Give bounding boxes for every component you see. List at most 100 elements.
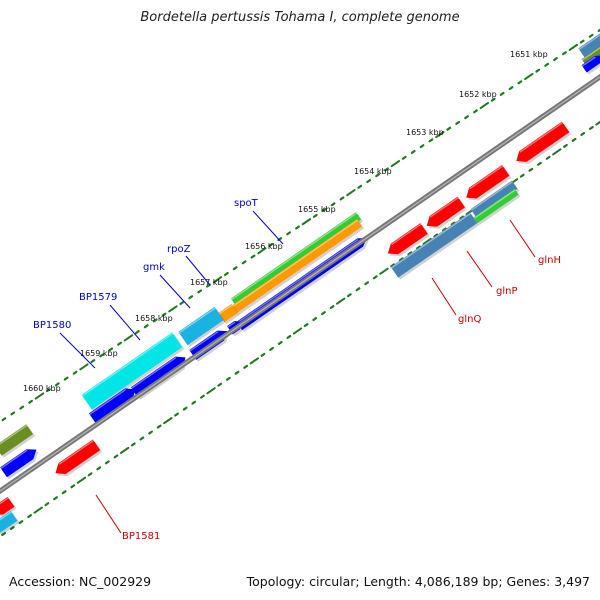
scale-tick-inner — [286, 334, 292, 339]
scale-tick-outer — [19, 405, 25, 410]
gene-rpoZ[interactable] — [218, 303, 240, 325]
scale-tick-inner — [148, 430, 153, 435]
scale-tick-outer — [479, 101, 490, 110]
gene-BP1579[interactable] — [81, 332, 185, 412]
scale-tick-outer — [490, 97, 496, 102]
gene-feature-lightblue-edge[interactable] — [0, 510, 20, 536]
scale-tick-inner — [191, 400, 197, 405]
scale-tick-outer — [90, 359, 96, 364]
scale-tick-outer — [268, 242, 274, 247]
scale-tick-outer — [330, 202, 336, 207]
scale-tick-inner — [379, 267, 389, 275]
scale-tick-inner — [139, 436, 145, 441]
scale-tick-outer — [257, 247, 267, 255]
scale-tick-outer — [10, 411, 16, 416]
scale-tick-inner — [433, 233, 439, 238]
scale-tick-inner — [588, 125, 594, 130]
gene-label-gmk[interactable]: gmk — [143, 262, 165, 273]
gene-feature-blue-d[interactable] — [0, 449, 39, 480]
gene-label-glnP[interactable]: glnP — [496, 286, 518, 297]
scale-tick-inner — [174, 412, 179, 417]
gene-feature-red-edge[interactable] — [0, 496, 17, 517]
scale-tick-inner — [321, 311, 326, 316]
scale-tick-inner — [249, 357, 259, 365]
scale-tick-outer — [366, 179, 372, 184]
gene-glnQ[interactable] — [390, 212, 480, 280]
scale-label: 1657 kbp — [190, 278, 228, 287]
scale-tick-inner — [450, 221, 456, 226]
gene-feature-red-3[interactable] — [426, 196, 467, 229]
scale-tick-inner — [346, 293, 352, 298]
gene-label-rpoZ[interactable]: rpoZ — [167, 244, 191, 255]
scale-tick-inner — [225, 376, 231, 381]
scale-tick-inner — [119, 446, 130, 454]
gene-label-glnQ[interactable]: glnQ — [458, 314, 481, 325]
scale-tick-outer — [161, 312, 167, 317]
scale-tick-outer — [339, 196, 345, 201]
scale-label: 1660 kbp — [23, 384, 61, 393]
scale-tick-outer — [1, 417, 7, 422]
scale-tick-outer — [134, 330, 140, 335]
gene-feature-orange[interactable] — [231, 219, 365, 315]
scale-tick-inner — [53, 496, 58, 501]
gene-BP1580[interactable] — [88, 388, 138, 427]
gene-label-BP1580[interactable]: BP1580 — [33, 320, 71, 331]
scale-tick-inner — [206, 387, 216, 395]
scale-tick-outer — [568, 43, 579, 51]
gene-feature-red-2[interactable] — [466, 165, 512, 201]
scale-tick-outer — [188, 295, 194, 300]
scale-tick-outer — [524, 72, 534, 81]
scale-tick-outer — [390, 160, 401, 168]
scale-tick-inner — [292, 327, 303, 335]
scale-tick-inner — [76, 476, 87, 484]
scale-tick-outer — [168, 305, 178, 313]
scale-tick-outer — [286, 231, 292, 236]
scale-tick-inner — [372, 275, 378, 280]
scale-tick-outer — [579, 39, 585, 44]
accession-text: Accession: NC_002929 — [9, 574, 152, 589]
leader-line-glnH — [509, 219, 536, 258]
scale-tick-outer — [357, 184, 363, 189]
leader-line-BP1581 — [95, 494, 122, 534]
scale-tick-outer — [123, 334, 134, 342]
gene-feature-green-rev[interactable] — [473, 188, 521, 226]
gene-feature-olive[interactable] — [0, 424, 36, 458]
scale-tick-inner — [44, 502, 50, 507]
gene-feature-blue-top[interactable] — [581, 55, 600, 75]
scale-tick-inner — [459, 215, 465, 220]
scale-tick-outer — [499, 91, 505, 96]
leader-line-gmk — [159, 274, 191, 309]
gene-feature-red-1[interactable] — [516, 121, 572, 164]
scale-tick-outer — [241, 260, 247, 265]
scale-tick-inner — [9, 526, 15, 531]
gene-feature-steel-top[interactable] — [578, 33, 600, 60]
scale-tick-inner — [537, 161, 542, 166]
gene-label-glnH[interactable]: glnH — [538, 255, 561, 266]
scale-tick-outer — [473, 109, 478, 114]
feature-layer — [0, 33, 600, 536]
scale-tick-outer — [321, 208, 327, 213]
scale-tick-inner — [390, 263, 395, 268]
leader-line-glnP — [466, 250, 493, 288]
scale-label: 1655 kbp — [298, 205, 336, 214]
scale-tick-outer — [301, 218, 312, 226]
scale-tick-inner — [234, 370, 240, 375]
scale-tick-outer — [419, 144, 425, 149]
scale-tick-outer — [428, 138, 434, 143]
gene-label-spoT[interactable]: spoT — [234, 198, 259, 209]
gene-gmk[interactable] — [178, 306, 226, 348]
gene-label-BP1579[interactable]: BP1579 — [79, 292, 117, 303]
scale-tick-inner — [277, 340, 283, 345]
gene-label-BP1581[interactable]: BP1581 — [122, 531, 160, 542]
scale-tick-inner — [260, 352, 266, 357]
scale-tick-outer — [143, 324, 149, 329]
gene-BP1581[interactable] — [55, 439, 103, 477]
scale-tick-outer — [544, 62, 550, 67]
scale-tick-outer — [464, 115, 469, 120]
scale-tick-outer — [72, 370, 78, 375]
scale-tick-inner — [156, 424, 162, 429]
scale-tick-inner — [355, 287, 361, 292]
gene-feature-red-4[interactable] — [387, 223, 430, 257]
scale-tick-inner — [364, 281, 370, 286]
